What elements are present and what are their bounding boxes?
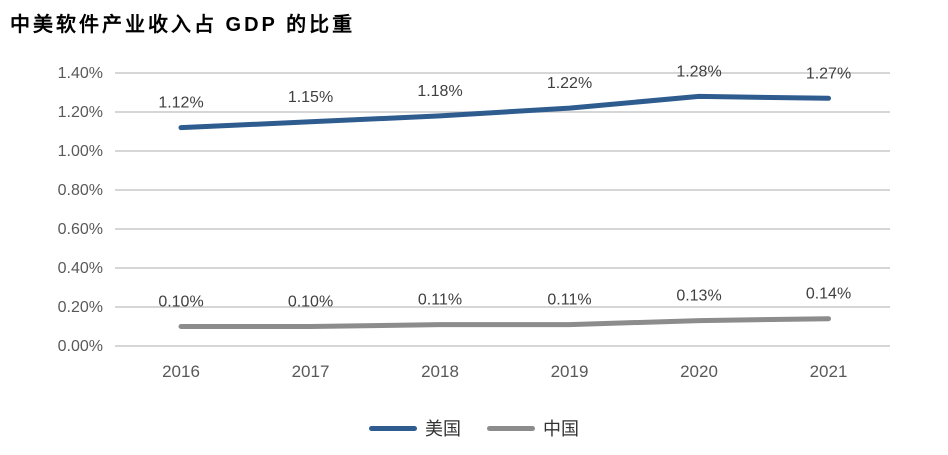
data-label: 0.10% [158, 294, 203, 311]
x-axis-tick-labels: 2016 2017 2018 2019 2020 2021 [162, 362, 847, 381]
y-tick-label: 0.00% [58, 338, 103, 355]
y-tick-label: 1.40% [58, 65, 103, 82]
china-line-swatch-icon [487, 425, 535, 431]
series-line-美国 [178, 93, 831, 131]
data-label: 1.22% [547, 75, 592, 92]
data-label: 0.13% [676, 288, 721, 305]
x-tick-label: 2021 [810, 362, 848, 381]
data-label: 1.12% [158, 95, 203, 112]
data-labels-美国: 1.12% 1.15% 1.18% 1.22% 1.28% 1.27% [158, 63, 851, 111]
data-label: 0.11% [547, 292, 591, 309]
y-tick-label: 0.20% [58, 299, 103, 316]
data-label: 0.11% [418, 292, 462, 309]
series-line-中国 [178, 316, 831, 329]
y-tick-label: 1.20% [58, 104, 103, 121]
y-tick-label: 1.00% [58, 143, 103, 160]
legend-item-china: 中国 [487, 415, 579, 441]
chart-title: 中美软件产业收入占 GDP 的比重 [10, 14, 356, 36]
legend-label-china: 中国 [543, 419, 579, 440]
data-label: 1.27% [806, 65, 851, 82]
chart-legend: 美国 中国 [0, 415, 948, 441]
data-labels-中国: 0.10% 0.10% 0.11% 0.11% 0.13% 0.14% [158, 286, 851, 311]
data-label: 0.14% [806, 286, 851, 303]
x-tick-label: 2019 [551, 362, 589, 381]
x-tick-label: 2016 [162, 362, 200, 381]
data-label: 1.28% [676, 63, 721, 80]
x-tick-label: 2020 [680, 362, 718, 381]
legend-item-us: 美国 [369, 415, 461, 441]
y-axis-tick-labels: 0.00% 0.20% 0.40% 0.60% 0.80% 1.00% 1.20% 1.40% [58, 65, 103, 355]
data-label: 1.15% [288, 89, 333, 106]
x-tick-label: 2017 [292, 362, 330, 381]
y-tick-label: 0.60% [58, 221, 103, 238]
data-label: 1.18% [417, 83, 462, 100]
x-tick-label: 2018 [421, 362, 459, 381]
us-line-swatch-icon [369, 425, 417, 431]
gridlines [115, 72, 890, 347]
y-tick-label: 0.40% [58, 260, 103, 277]
data-label: 0.10% [288, 294, 333, 311]
legend-label-us: 美国 [425, 419, 461, 440]
y-tick-label: 0.80% [58, 182, 103, 199]
